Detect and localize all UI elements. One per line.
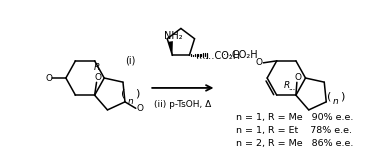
Text: NH₂: NH₂ bbox=[164, 31, 183, 40]
Text: O: O bbox=[294, 73, 301, 82]
Text: (i): (i) bbox=[125, 55, 135, 65]
Text: ): ) bbox=[340, 92, 345, 102]
Text: n = 1, R = Me   90% e.e.: n = 1, R = Me 90% e.e. bbox=[235, 113, 353, 122]
Text: •••: ••• bbox=[288, 89, 296, 93]
Text: n = 1, R = Et    78% e.e.: n = 1, R = Et 78% e.e. bbox=[235, 126, 352, 135]
Text: O: O bbox=[136, 104, 143, 113]
Text: n = 2, R = Me   86% e.e.: n = 2, R = Me 86% e.e. bbox=[235, 139, 353, 148]
Text: (ii) p-TsOH, Δ: (ii) p-TsOH, Δ bbox=[154, 100, 211, 109]
Text: O: O bbox=[45, 73, 52, 83]
Text: n: n bbox=[128, 97, 133, 106]
Text: O: O bbox=[94, 73, 101, 82]
Text: ……CO₂H: ……CO₂H bbox=[195, 51, 241, 61]
Text: (: ( bbox=[121, 89, 125, 99]
Text: ): ) bbox=[135, 89, 139, 99]
Text: R: R bbox=[93, 63, 100, 72]
Text: R: R bbox=[284, 81, 290, 90]
Text: (: ( bbox=[327, 92, 331, 102]
Text: O: O bbox=[255, 58, 262, 67]
Text: n: n bbox=[333, 97, 339, 106]
Polygon shape bbox=[168, 41, 173, 55]
Text: ···CO₂H: ···CO₂H bbox=[223, 50, 257, 60]
